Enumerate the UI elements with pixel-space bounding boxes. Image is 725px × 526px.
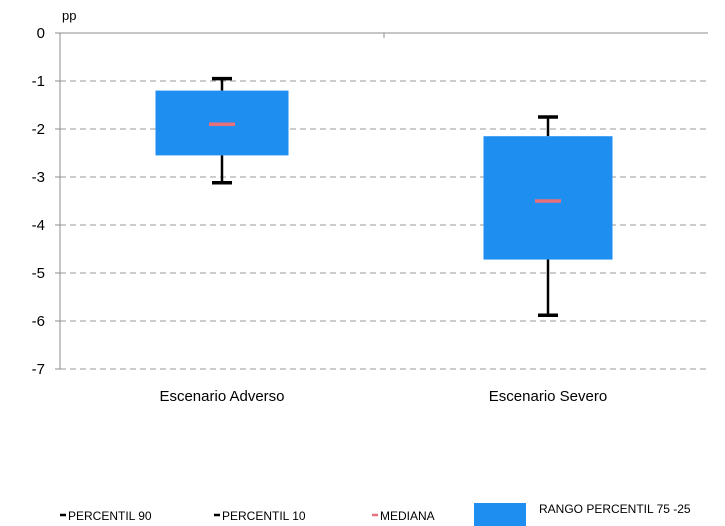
boxes bbox=[155, 76, 613, 317]
y-tick-label: -4 bbox=[32, 217, 45, 234]
legend-swatch-range bbox=[474, 503, 526, 526]
box-2 bbox=[483, 115, 613, 317]
legend-item-p90: PERCENTIL 90 bbox=[60, 509, 152, 523]
y-axis-ticks: 0 -1 -2 -3 -4 -5 -6 -7 bbox=[32, 25, 60, 378]
legend: PERCENTIL 90 PERCENTIL 10 MEDIANA RANGO PER… bbox=[60, 502, 691, 526]
axes bbox=[59, 32, 708, 370]
box-range-p75-p25 bbox=[483, 136, 613, 260]
y-tick-label: -2 bbox=[32, 121, 45, 138]
box-1 bbox=[155, 76, 289, 185]
y-tick-label: -5 bbox=[32, 265, 45, 282]
legend-item-p10: PERCENTIL 10 bbox=[214, 509, 306, 523]
legend-label-range: RANGO PERCENTIL 75 -25 bbox=[539, 502, 691, 516]
legend-item-median: MEDIANA bbox=[372, 509, 435, 523]
legend-item-range: RANGO PERCENTIL 75 -25 bbox=[474, 502, 691, 526]
category-label: Escenario Adverso bbox=[159, 388, 284, 405]
category-labels: Escenario Adverso Escenario Severo bbox=[159, 388, 607, 405]
legend-label-p10: PERCENTIL 10 bbox=[222, 509, 306, 523]
y-tick-label: -3 bbox=[32, 169, 45, 186]
y-tick-label: -6 bbox=[32, 313, 45, 330]
y-tick-label: -1 bbox=[32, 73, 45, 90]
y-tick-label: 0 bbox=[37, 25, 45, 42]
legend-label-p90: PERCENTIL 90 bbox=[68, 509, 152, 523]
category-label: Escenario Severo bbox=[489, 388, 607, 405]
y-axis-unit-label: pp bbox=[62, 8, 76, 23]
y-tick-label: -7 bbox=[32, 361, 45, 378]
legend-label-median: MEDIANA bbox=[380, 509, 435, 523]
